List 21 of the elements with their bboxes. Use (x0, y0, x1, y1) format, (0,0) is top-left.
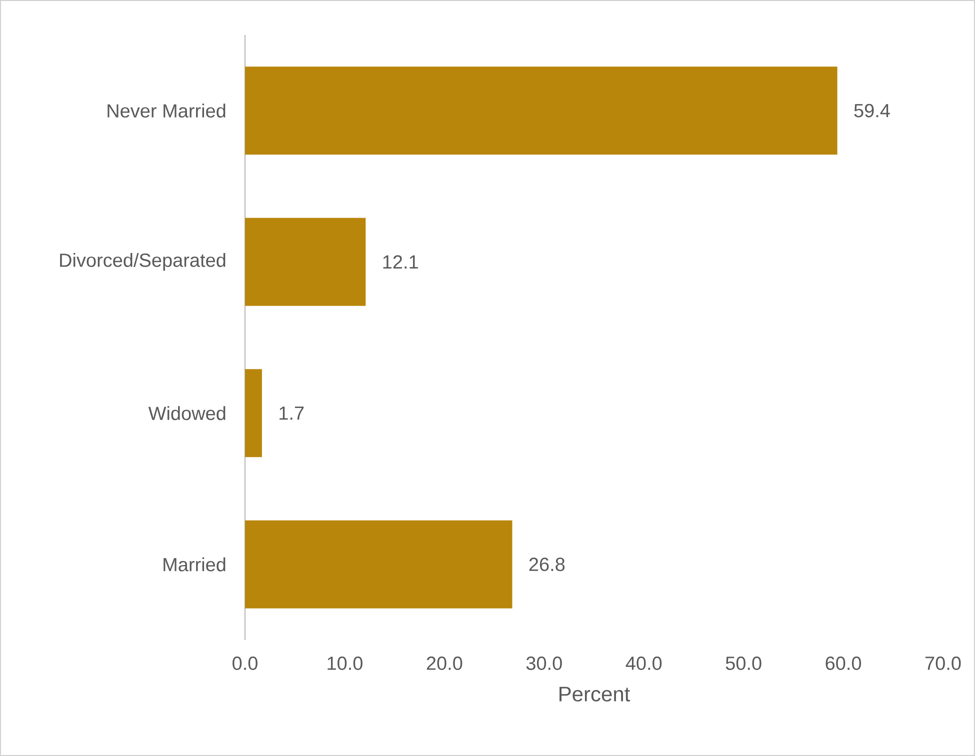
data-label: 12.1 (383, 255, 418, 269)
y-tick-label: Never Married (108, 104, 226, 118)
x-tick-label: 60.0 (826, 656, 862, 670)
x-tick-label: 0.0 (232, 656, 258, 670)
data-label: 26.8 (529, 558, 565, 572)
y-tick-label: Widowed (148, 406, 226, 420)
x-tick-label: 70.0 (925, 656, 961, 670)
x-tick-label: 40.0 (626, 656, 662, 670)
x-tick-label: 20.0 (426, 656, 462, 670)
bar (245, 369, 262, 458)
bar (245, 218, 366, 306)
x-axis-title: Percent (560, 686, 630, 702)
x-tick-label: 10.0 (328, 656, 362, 670)
x-tick-label: 50.0 (726, 656, 762, 670)
y-tick-label: Divorced/Separated (60, 253, 226, 271)
data-label: 1.7 (280, 406, 304, 420)
data-label: 59.4 (854, 104, 890, 118)
y-tick-label: Married (164, 557, 226, 572)
bar (245, 66, 838, 155)
x-tick-label: 30.0 (526, 656, 562, 670)
bar (245, 520, 512, 608)
